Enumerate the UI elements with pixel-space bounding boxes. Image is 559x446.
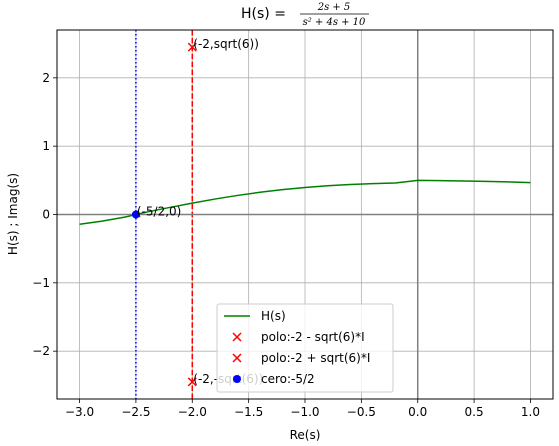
legend-label: polo:-2 + sqrt(6)*I bbox=[261, 351, 370, 365]
pole-marker bbox=[187, 377, 197, 387]
legend-swatch-x bbox=[232, 353, 242, 363]
pole-marker-stroke bbox=[187, 42, 197, 52]
pole-marker bbox=[187, 42, 197, 52]
y-tick-label: 0 bbox=[42, 208, 50, 222]
chart-title-denominator: s² + 4s + 10 bbox=[303, 17, 366, 28]
x-tick-label: 0.0 bbox=[408, 405, 427, 419]
y-tick-label: 1 bbox=[42, 139, 50, 153]
x-tick-label: −2.0 bbox=[178, 405, 207, 419]
y-tick-label: −1 bbox=[32, 276, 50, 290]
x-tick-label: 1.0 bbox=[521, 405, 540, 419]
y-tick-label: 2 bbox=[42, 71, 50, 85]
x-tick-label: −1.0 bbox=[290, 405, 319, 419]
zero-marker bbox=[131, 210, 140, 219]
x-tick-label: −0.5 bbox=[347, 405, 376, 419]
series-line-hs bbox=[79, 179, 531, 226]
x-axis-ticks: −3.0 −2.5 −2.0 −1.5 −1.0 −0.5 0.0 0.5 1.0 bbox=[65, 399, 540, 419]
y-axis-ticks: −2 −1 0 1 2 bbox=[32, 71, 57, 358]
y-axis-label: H(s) ; Imag(s) bbox=[6, 173, 20, 255]
legend-box bbox=[216, 303, 394, 393]
x-tick-label: 0.5 bbox=[465, 405, 484, 419]
legend-label: polo:-2 - sqrt(6)*I bbox=[261, 330, 365, 344]
x-tick-label: −3.0 bbox=[65, 405, 94, 419]
chart-title-numerator: 2s + 5 bbox=[317, 2, 351, 13]
chart-title-prefix: H(s) = bbox=[241, 6, 286, 22]
legend: H(s) polo:-2 - sqrt(6)*I polo:-2 + sqrt(6)… bbox=[216, 303, 394, 393]
point-annotation: (-2,sqrt(6)) bbox=[193, 37, 259, 51]
series bbox=[79, 42, 531, 387]
legend-swatch-x bbox=[232, 332, 242, 342]
legend-swatch-dot bbox=[233, 375, 241, 383]
legend-label: H(s) bbox=[261, 309, 286, 323]
point-annotation: (-5/2,0) bbox=[137, 205, 181, 219]
x-tick-label: −2.5 bbox=[121, 405, 150, 419]
legend-label: cero:-5/2 bbox=[261, 372, 315, 386]
chart-title: H(s) = 2s + 5 s² + 4s + 10 bbox=[241, 2, 369, 28]
pole-marker-stroke bbox=[187, 377, 197, 387]
y-tick-label: −2 bbox=[32, 344, 50, 358]
x-axis-label: Re(s) bbox=[290, 428, 321, 442]
x-tick-label: −1.5 bbox=[234, 405, 263, 419]
